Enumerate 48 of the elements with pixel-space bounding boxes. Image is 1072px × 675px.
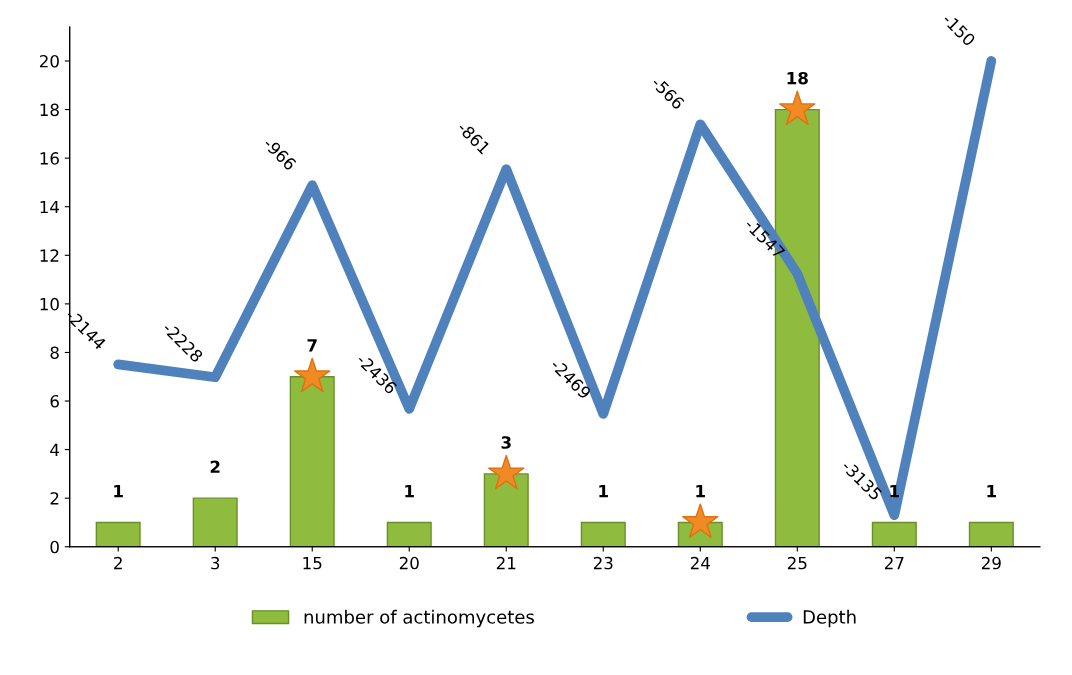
point	[682, 503, 719, 539]
x-tick-label: 15	[303, 556, 322, 570]
data-label: 1	[114, 484, 123, 498]
y-tick-label: 16	[40, 152, 59, 165]
y-tick-label: 4	[50, 443, 60, 456]
data-label: 1	[696, 484, 705, 498]
bar	[580, 521, 626, 547]
bar	[871, 521, 917, 547]
x-tick-label: 3	[211, 556, 220, 570]
x-tick-label: 24	[690, 556, 710, 570]
y-tick-label: 10	[40, 297, 59, 311]
data-label: -966	[262, 136, 298, 171]
data-label: 18	[787, 71, 808, 85]
data-label: 1	[599, 484, 608, 498]
legend-label: Depth	[803, 609, 856, 628]
data-label: -150	[941, 12, 977, 47]
x-tick-label: 20	[399, 556, 419, 570]
point	[294, 357, 331, 393]
y-tick-label: 6	[50, 394, 59, 408]
y-tick-label: 0	[50, 540, 59, 554]
x-tick-label: 21	[496, 556, 516, 570]
bar	[968, 521, 1014, 547]
bar	[192, 497, 238, 547]
x-tick-label: 25	[787, 556, 807, 570]
x-tick-label: 2	[114, 556, 122, 570]
legend-label: number of actinomycetes	[304, 609, 534, 628]
bar	[289, 376, 335, 547]
data-label: 3	[501, 436, 511, 449]
x-tick-label: 29	[981, 556, 1001, 570]
x-tick-label: 23	[593, 556, 613, 570]
data-label: 2	[210, 460, 220, 473]
bar	[483, 473, 529, 547]
y-tick-label: 2	[50, 492, 59, 505]
bar	[386, 521, 432, 547]
data-label: -566	[650, 75, 686, 111]
point	[779, 90, 816, 126]
y-tick-label: 14	[40, 200, 60, 214]
y-tick-label: 18	[40, 103, 59, 117]
data-label: 1	[405, 484, 414, 498]
point	[488, 454, 525, 490]
data-label: 7	[307, 339, 317, 352]
bar	[95, 521, 141, 547]
data-label: 1	[987, 484, 996, 498]
x-tick-label: 27	[884, 556, 904, 570]
y-tick-label: 20	[39, 54, 59, 68]
data-label: -861	[456, 120, 491, 155]
y-tick-label: 8	[50, 346, 59, 360]
y-tick-label: 12	[40, 249, 59, 262]
